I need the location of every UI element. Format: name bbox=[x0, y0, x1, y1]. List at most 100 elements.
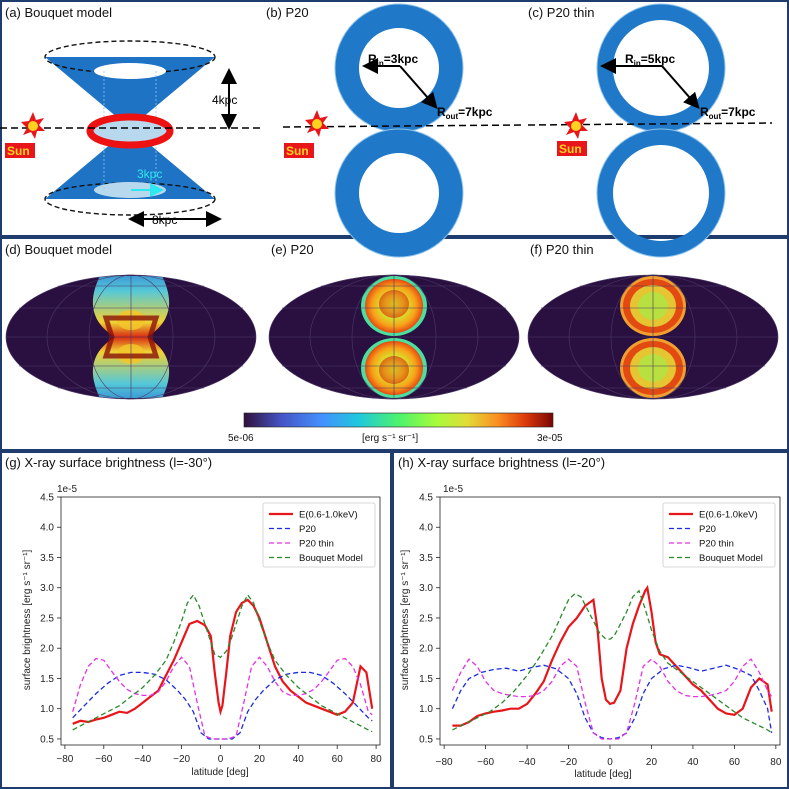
lower-cone bbox=[45, 128, 215, 199]
sun-icon bbox=[21, 112, 45, 139]
map-e-p20: (e) P20 bbox=[268, 242, 520, 400]
series-bouquet-model bbox=[72, 593, 373, 733]
x-tick-label: 80 bbox=[770, 757, 782, 768]
legend-label: P20 thin bbox=[299, 539, 334, 550]
x-tick-label: 80 bbox=[371, 754, 383, 765]
y-tick-label: 1.5 bbox=[419, 674, 433, 685]
x-tick-label: −20 bbox=[173, 754, 190, 765]
legend-box bbox=[262, 502, 376, 568]
legend-label: Bouquet Model bbox=[699, 553, 763, 564]
upper-ring bbox=[335, 4, 463, 132]
chart-h-ylabel: surface brightness [erg s⁻¹ sr⁻¹] bbox=[400, 549, 411, 690]
map-f-title: (f) P20 thin bbox=[530, 242, 594, 257]
x-tick-label: −60 bbox=[477, 757, 494, 768]
x-tick-label: 60 bbox=[729, 757, 741, 768]
y-tick-label: 2.0 bbox=[419, 644, 433, 655]
legend-label: P20 bbox=[299, 524, 316, 535]
series-e-0-6-1-0kev- bbox=[72, 598, 374, 725]
chart-h-legend: E(0.6-1.0keV) P20 P20 thin Bouquet Model bbox=[662, 502, 776, 568]
map-d-title: (d) Bouquet model bbox=[5, 242, 112, 257]
y-tick-label: 3.0 bbox=[419, 583, 433, 594]
panel-a-bouquet-schematic: (a) Bouquet model 4kpc 3kpc 8kpc Sun bbox=[0, 5, 262, 227]
x-tick-label: −40 bbox=[134, 754, 151, 765]
panel-c-p20-thin-schematic: (c) P20 thin Rin=5kpc Rout=7kpc Sun bbox=[527, 3, 773, 258]
chart-h-xlabel: latitude [deg] bbox=[574, 769, 631, 780]
sun-icon bbox=[305, 110, 329, 137]
y-tick-label: 4.5 bbox=[419, 493, 433, 504]
x-tick-label: −60 bbox=[95, 754, 112, 765]
chart-g-series bbox=[72, 593, 374, 740]
legend-label: E(0.6-1.0keV) bbox=[699, 510, 758, 521]
y-tick-label: 4.0 bbox=[419, 523, 433, 534]
colorbar-min-label: 5e-06 bbox=[228, 433, 254, 444]
y-tick-label: 1.0 bbox=[40, 704, 54, 715]
y-tick-label: 3.5 bbox=[419, 553, 433, 564]
x-tick-label: 20 bbox=[254, 754, 266, 765]
panel-b-title: (b) P20 bbox=[266, 5, 309, 20]
height-label: 4kpc bbox=[212, 93, 237, 107]
inner-radius-label: 3kpc bbox=[137, 167, 162, 181]
x-tick-label: 60 bbox=[332, 754, 344, 765]
y-tick-label: 1.5 bbox=[40, 674, 54, 685]
map-d-bouquet: (d) Bouquet model bbox=[5, 242, 257, 400]
panel-b-p20-schematic: (b) P20 Rin=3kpc Rout=7kpc Sun bbox=[266, 3, 523, 258]
series-p20-thin bbox=[451, 658, 773, 740]
chart-h-scale-label: 1e-5 bbox=[443, 484, 463, 495]
sun-label-b: Sun bbox=[286, 144, 309, 158]
y-tick-label: 2.0 bbox=[40, 644, 54, 655]
y-tick-label: 3.5 bbox=[40, 553, 54, 564]
rin-label-c: Rin=5kpc bbox=[625, 52, 675, 68]
series-bouquet-model bbox=[452, 589, 773, 734]
series-e-0-6-1-0kev- bbox=[452, 584, 773, 727]
chart-h-title: (h) X-ray surface brightness (l=-20°) bbox=[398, 455, 605, 470]
legend-box bbox=[662, 502, 776, 568]
chart-g-legend: E(0.6-1.0keV) P20 P20 thin Bouquet Model bbox=[262, 502, 376, 568]
y-tick-label: 4.0 bbox=[40, 523, 54, 534]
chart-h-axes: −80 −60 −40 −20 0 20 40 60 80 0.5 1.0 1.5 2.0 2.5 3.0 3… bbox=[419, 493, 782, 769]
x-tick-label: 20 bbox=[646, 757, 658, 768]
width-label: 8kpc bbox=[152, 213, 177, 227]
colorbar-gradient bbox=[243, 412, 554, 428]
x-tick-label: −80 bbox=[56, 754, 73, 765]
x-tick-label: −40 bbox=[519, 757, 536, 768]
chart-g-axes: −80 −60 −40 −20 0 20 40 60 80 0.5 1.0 1.5 2.0 2.5 3.0 3… bbox=[40, 493, 382, 766]
chart-g-scale-label: 1e-5 bbox=[57, 484, 77, 495]
legend-label: P20 bbox=[699, 524, 716, 535]
upper-cone bbox=[45, 57, 215, 128]
colorbar: 5e-06 [erg s⁻¹ sr⁻¹] 3e-05 bbox=[228, 412, 563, 444]
y-tick-label: 0.5 bbox=[419, 734, 433, 745]
x-tick-label: 40 bbox=[687, 757, 699, 768]
series-p20 bbox=[451, 664, 773, 740]
rout-label-b: Rout=7kpc bbox=[437, 105, 493, 121]
chart-g: (g) X-ray surface brightness (l=-30°) 1e… bbox=[5, 455, 382, 778]
y-tick-label: 1.0 bbox=[419, 704, 433, 715]
central-ring bbox=[86, 113, 174, 149]
x-tick-label: 40 bbox=[293, 754, 305, 765]
legend-label: Bouquet Model bbox=[299, 553, 363, 564]
sun-icon bbox=[564, 112, 588, 139]
rin-label-b: Rin=3kpc bbox=[368, 52, 418, 68]
legend-label: P20 thin bbox=[699, 539, 734, 550]
colorbar-max-label: 3e-05 bbox=[537, 433, 563, 444]
map-e-title: (e) P20 bbox=[271, 242, 314, 257]
series-p20-thin bbox=[72, 656, 373, 740]
rout-label-c: Rout=7kpc bbox=[700, 105, 756, 121]
sun-label-a: Sun bbox=[7, 144, 30, 158]
x-tick-label: 0 bbox=[218, 754, 224, 765]
y-tick-label: 3.0 bbox=[40, 583, 54, 594]
chart-h-series bbox=[451, 584, 773, 740]
legend-label: E(0.6-1.0keV) bbox=[299, 510, 358, 521]
x-tick-label: −20 bbox=[560, 757, 577, 768]
galactic-plane-line-c bbox=[527, 122, 773, 126]
panel-a-title: (a) Bouquet model bbox=[5, 5, 112, 20]
y-tick-label: 2.5 bbox=[40, 613, 54, 624]
y-tick-label: 0.5 bbox=[40, 734, 54, 745]
chart-h: (h) X-ray surface brightness (l=-20°) 1e… bbox=[398, 455, 782, 780]
y-tick-label: 2.5 bbox=[419, 613, 433, 624]
x-tick-label: 0 bbox=[607, 757, 613, 768]
panel-c-title: (c) P20 thin bbox=[528, 5, 594, 20]
x-tick-label: −80 bbox=[436, 757, 453, 768]
lower-opening bbox=[94, 182, 166, 198]
upper-opening bbox=[94, 63, 166, 79]
